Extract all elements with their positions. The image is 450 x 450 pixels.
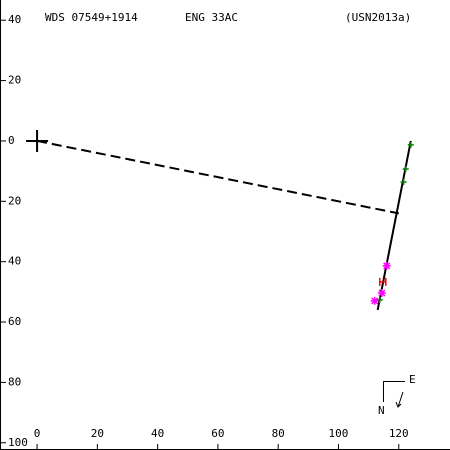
- measurement: [400, 178, 407, 185]
- compass-east: E: [409, 373, 416, 386]
- measurement: [370, 296, 379, 305]
- compass-arrow: [395, 391, 404, 408]
- measurement: [379, 277, 387, 286]
- compass: E N: [378, 373, 416, 417]
- reference: (USN2013a): [345, 11, 411, 24]
- chart-subtitle: ENG 33AC: [185, 11, 238, 24]
- measurement: [376, 297, 383, 303]
- y-tick-label: 80: [8, 375, 21, 388]
- compass-north: N: [378, 404, 385, 417]
- measurement: [402, 166, 409, 173]
- y-tick-label: 100: [8, 436, 28, 449]
- orbit-line: [36, 139, 399, 215]
- chart-title: WDS 07549+1914: [45, 11, 138, 24]
- y-tick-label: 40: [8, 13, 21, 26]
- y-tick-label: 60: [8, 315, 21, 328]
- x-tick-label: 100: [329, 427, 349, 440]
- primary-star: [26, 129, 49, 152]
- x-tick-label: 120: [389, 427, 409, 440]
- measurement: [407, 141, 414, 148]
- y-tick-label: 40: [8, 255, 21, 268]
- measurement: [377, 289, 386, 298]
- x-tick-label: 0: [34, 427, 41, 440]
- y-tick-label: 0: [8, 134, 15, 147]
- y-tick-label: 20: [8, 194, 21, 207]
- x-tick-label: 20: [91, 427, 104, 440]
- y-tick-label: 20: [8, 74, 21, 87]
- measurement: [382, 261, 391, 270]
- x-tick-label: 60: [211, 427, 224, 440]
- x-tick-label: 40: [151, 427, 164, 440]
- x-tick-label: 80: [272, 427, 285, 440]
